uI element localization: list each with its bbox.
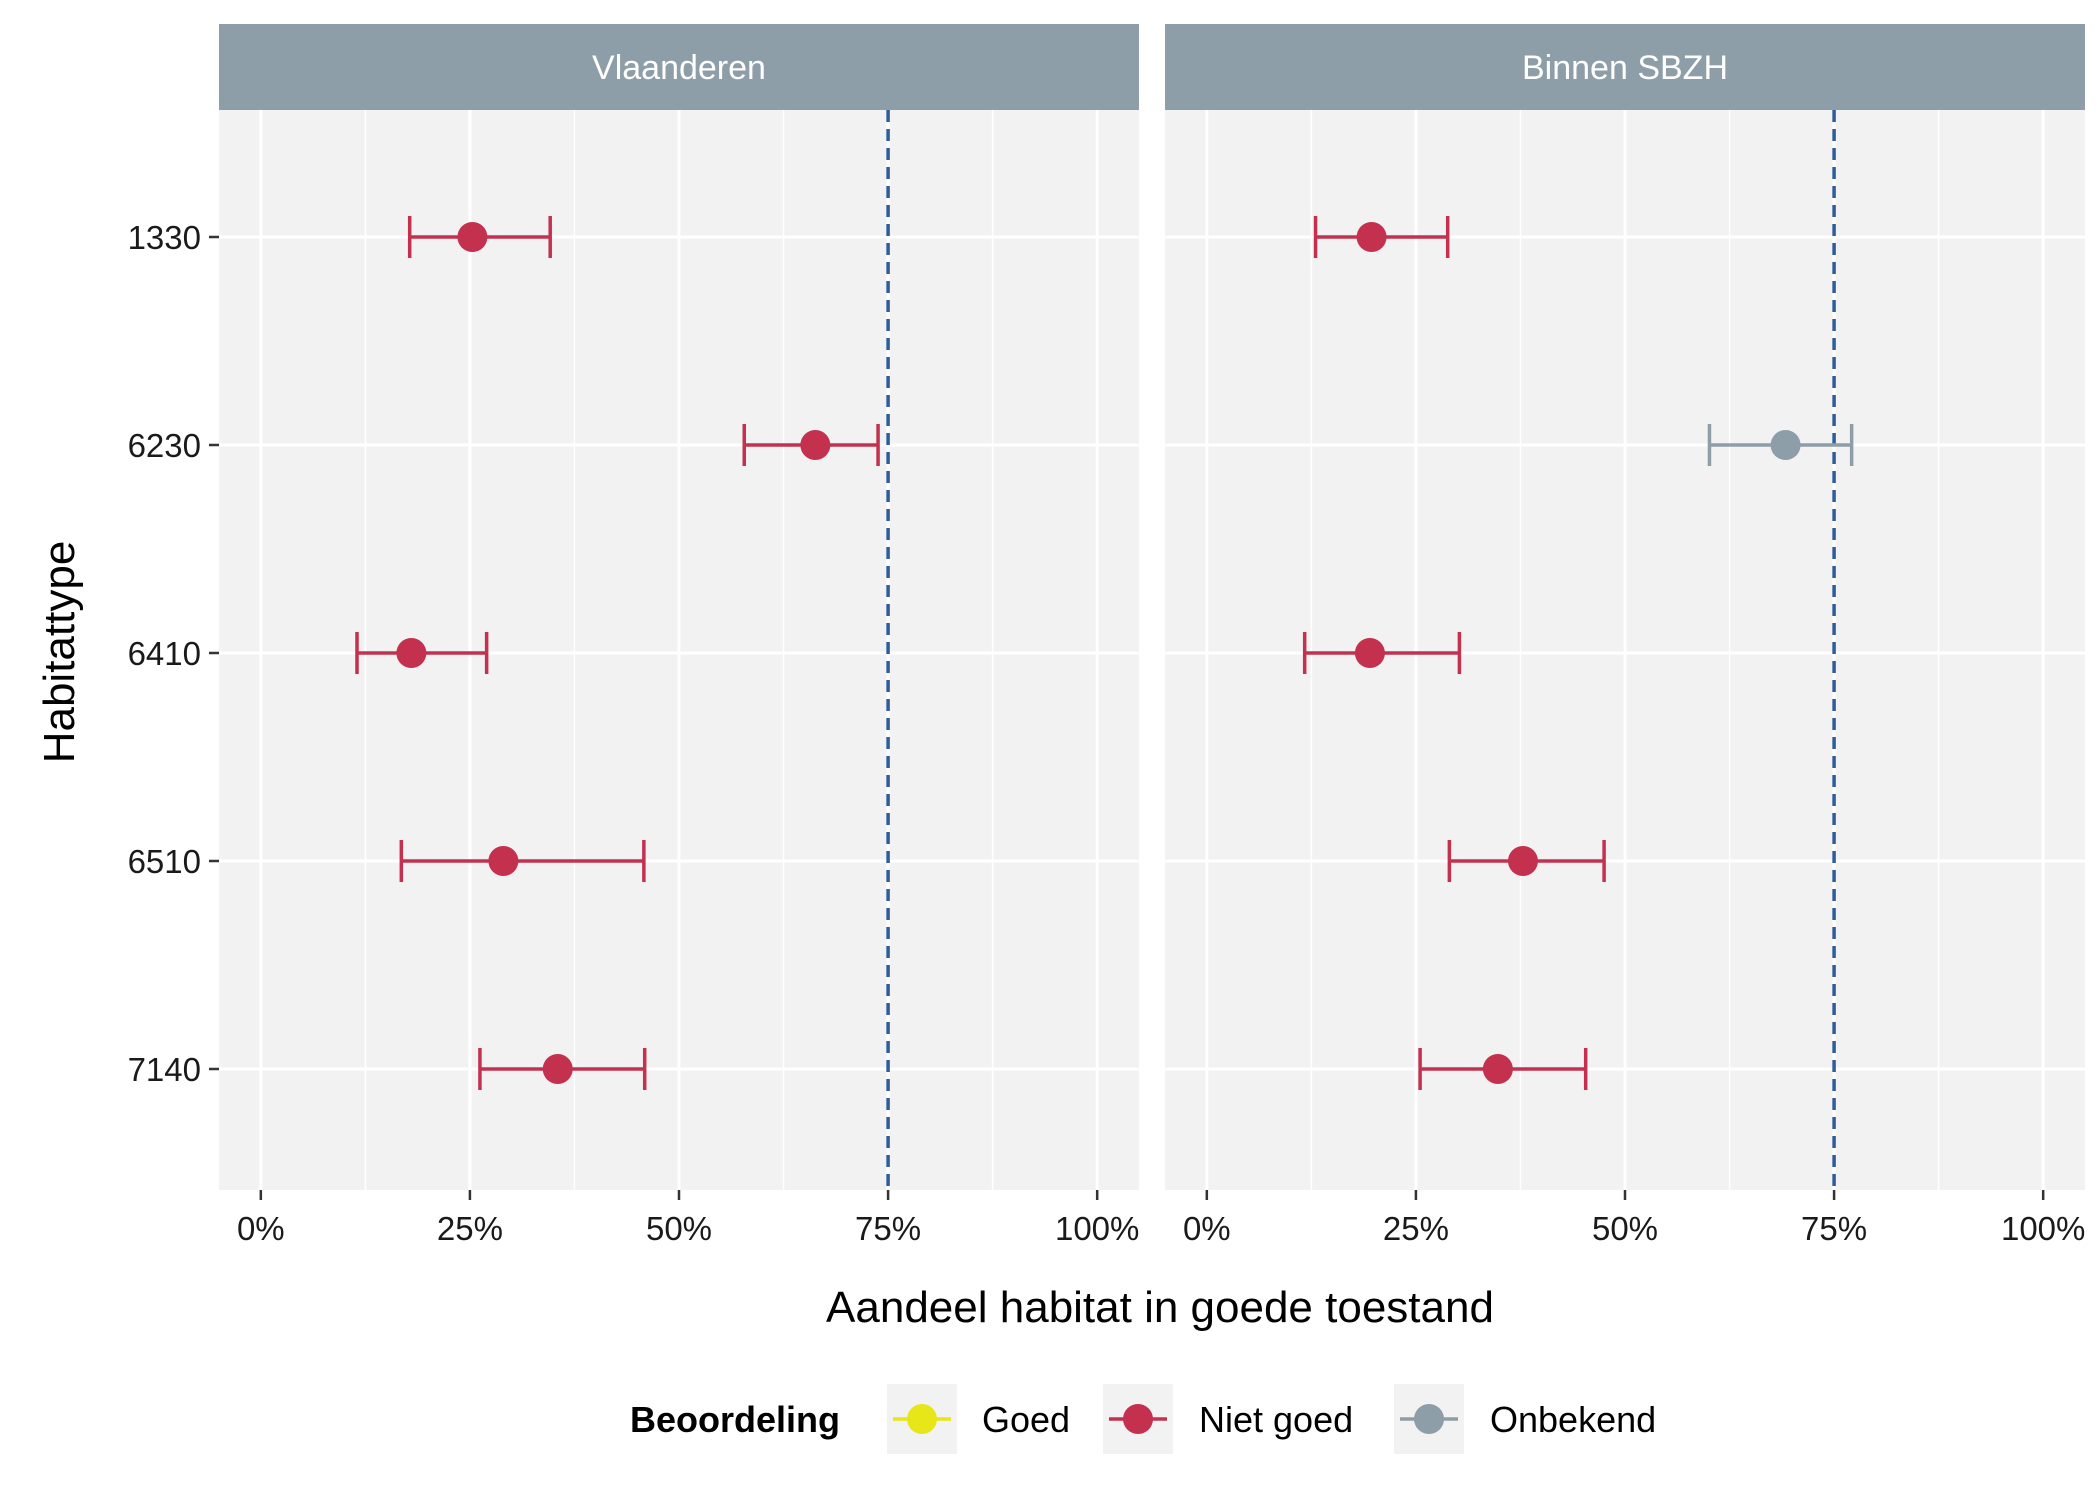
x-tick-label: 75% — [1801, 1210, 1867, 1247]
legend-label: Niet goed — [1199, 1399, 1353, 1440]
point-marker — [1354, 638, 1385, 668]
panel-2: Binnen SBZH 0% 25% 50% 75% 100% — [1165, 24, 2085, 1247]
y-axis-title: Habitattype — [35, 541, 84, 764]
point-marker — [457, 222, 488, 252]
legend-label: Onbekend — [1490, 1399, 1656, 1440]
data-point-7140 — [1418, 1048, 1588, 1090]
panel-title: Binnen SBZH — [1522, 49, 1728, 87]
legend-key-marker — [1414, 1404, 1444, 1434]
data-point-6510 — [399, 840, 646, 882]
legend-key-marker — [907, 1404, 937, 1434]
legend-title: Beoordeling — [630, 1399, 840, 1440]
x-tick-label: 50% — [646, 1210, 712, 1247]
panels: Vlaanderen 0% 25% 50% 75% 100% Binnen SBZH 0% 25… — [219, 24, 2085, 1247]
data-point-1330 — [407, 216, 552, 258]
legend-entry-1: Goed — [887, 1384, 1070, 1454]
panel-strip — [219, 24, 1139, 110]
point-marker — [542, 1054, 573, 1084]
data-point-6510 — [1447, 840, 1606, 882]
point-marker — [800, 430, 831, 460]
data-point-1330 — [1313, 216, 1450, 258]
panel-title: Vlaanderen — [592, 49, 766, 87]
data-point-7140 — [478, 1048, 647, 1090]
x-tick-label: 0% — [237, 1210, 285, 1247]
point-marker — [396, 638, 427, 668]
x-tick-label: 100% — [2001, 1210, 2085, 1247]
x-tick-label: 25% — [1383, 1210, 1449, 1247]
data-point-6410 — [355, 632, 489, 674]
data-point-6230 — [1707, 424, 1854, 466]
y-tick-label: 7140 — [128, 1051, 201, 1088]
x-tick-label: 50% — [1592, 1210, 1658, 1247]
y-tick-label: 6230 — [128, 427, 201, 464]
data-point-6410 — [1302, 632, 1462, 674]
x-tick-label: 75% — [855, 1210, 921, 1247]
data-point-6230 — [742, 424, 880, 466]
legend-entry-2: Niet goed — [1103, 1384, 1353, 1454]
x-axis-title: Aandeel habitat in goede toestand — [826, 1283, 1494, 1332]
y-tick-label: 6410 — [128, 635, 201, 672]
point-marker — [1482, 1054, 1513, 1084]
panel-strip — [1165, 24, 2085, 110]
legend-key-marker — [1123, 1404, 1153, 1434]
y-tick-label: 6510 — [128, 843, 201, 880]
legend: Beoordeling Goed Niet goed Onbekend — [630, 1384, 1656, 1454]
point-marker — [1356, 222, 1387, 252]
point-marker — [488, 846, 519, 876]
point-marker — [1770, 430, 1801, 460]
x-tick-label: 25% — [437, 1210, 503, 1247]
point-marker — [1507, 846, 1538, 876]
y-axis: 1330 6230 6410 6510 7140 — [128, 219, 219, 1088]
y-tick-label: 1330 — [128, 219, 201, 256]
x-tick-label: 100% — [1055, 1210, 1139, 1247]
legend-entry-3: Onbekend — [1394, 1384, 1656, 1454]
panel-1: Vlaanderen 0% 25% 50% 75% 100% — [219, 24, 1139, 1247]
x-tick-label: 0% — [1183, 1210, 1231, 1247]
legend-label: Goed — [982, 1399, 1070, 1440]
